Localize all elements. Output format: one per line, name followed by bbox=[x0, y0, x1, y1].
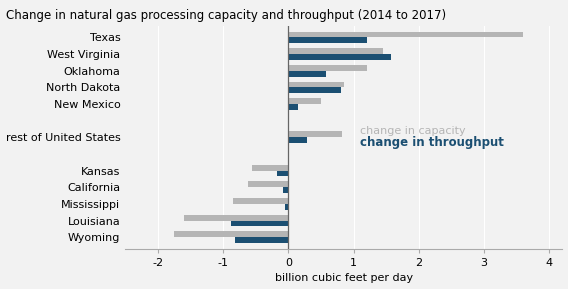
Bar bbox=[289, 71, 326, 77]
Bar bbox=[252, 165, 289, 171]
Bar bbox=[184, 215, 289, 221]
Bar bbox=[277, 171, 289, 177]
Bar bbox=[289, 98, 321, 104]
Text: change in capacity: change in capacity bbox=[360, 126, 466, 136]
Bar bbox=[289, 65, 367, 71]
Bar bbox=[248, 181, 289, 187]
Bar bbox=[174, 231, 289, 237]
Bar bbox=[231, 221, 289, 226]
Bar bbox=[289, 104, 298, 110]
Bar bbox=[289, 38, 367, 43]
Bar bbox=[289, 32, 523, 38]
Bar bbox=[289, 137, 307, 143]
Bar bbox=[285, 204, 289, 210]
Bar bbox=[289, 54, 391, 60]
Bar bbox=[289, 131, 342, 137]
Text: Change in natural gas processing capacity and throughput (2014 to 2017): Change in natural gas processing capacit… bbox=[6, 9, 446, 22]
Text: change in throughput: change in throughput bbox=[360, 136, 504, 149]
Bar bbox=[233, 198, 289, 204]
Bar bbox=[235, 237, 289, 243]
X-axis label: billion cubic feet per day: billion cubic feet per day bbox=[275, 273, 413, 284]
Bar bbox=[289, 81, 344, 87]
Bar bbox=[283, 187, 289, 193]
Bar bbox=[289, 48, 383, 54]
Bar bbox=[289, 87, 341, 93]
